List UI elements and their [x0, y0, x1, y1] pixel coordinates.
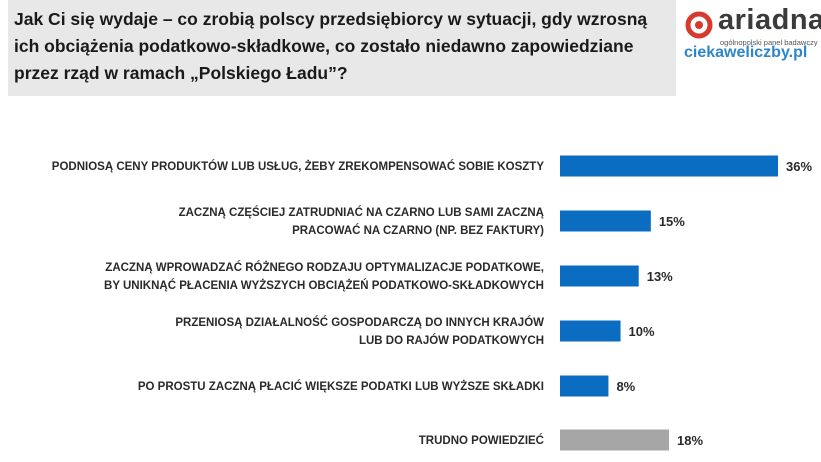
bar-0 — [560, 155, 778, 177]
bar-5 — [560, 429, 669, 451]
category-label-3-line-1: LUB DO RAJÓW PODATKOWYCH — [359, 334, 544, 347]
logo-name: ariadna — [718, 4, 821, 36]
value-label-2: 13% — [647, 269, 673, 284]
category-label-0-line-0: PODNIOSĄ CENY PRODUKTÓW LUB USŁUG, ŻEBY … — [52, 160, 545, 173]
value-label-1: 15% — [659, 214, 685, 229]
site-url: ciekaweliczby.pl — [684, 44, 808, 61]
logo-center — [695, 21, 703, 29]
chart-title: Jak Ci się wydaje – co zrobią polscy prz… — [14, 9, 648, 83]
value-label-5: 18% — [677, 433, 703, 448]
category-label-5-line-0: TRUDNO POWIEDZIEĆ — [419, 434, 544, 447]
bar-1 — [560, 210, 651, 232]
title-box — [8, 0, 676, 96]
logo-tagline: ogólnopolski panel badawczy — [720, 38, 818, 47]
ariadna-logo-icon — [685, 11, 713, 39]
category-label-4-line-0: PO PROSTU ZACZNĄ PŁACIĆ WIĘKSZE PODATKI … — [138, 380, 544, 393]
bar-3 — [560, 320, 621, 342]
category-label-1-line-1: PRACOWAĆ NA CZARNO (NP. BEZ FAKTURY) — [292, 224, 544, 237]
value-label-3: 10% — [629, 324, 655, 339]
category-label-2-line-0: ZACZNĄ WPROWADZAĆ RÓŻNEGO RODZAJU OPTYMA… — [105, 261, 544, 274]
category-label-2-line-1: BY UNIKNĄĆ PŁACENIA WYŻSZYCH OBCIĄŻEŃ PO… — [104, 279, 544, 292]
logo: ariadna ogólnopolski panel badawczy — [682, 4, 821, 74]
value-label-0: 36% — [786, 159, 812, 174]
category-label-1-line-0: ZACZNĄ CZĘŚCIEJ ZATRUDNIAĆ NA CZARNO LUB… — [179, 206, 544, 219]
bar-4 — [560, 375, 609, 397]
logo-ring — [685, 11, 713, 39]
bar-2 — [560, 265, 639, 287]
value-label-4: 8% — [616, 379, 635, 394]
category-label-3-line-0: PRZENIOSĄ DZIAŁALNOŚĆ GOSPODARCZĄ DO INN… — [175, 316, 544, 329]
